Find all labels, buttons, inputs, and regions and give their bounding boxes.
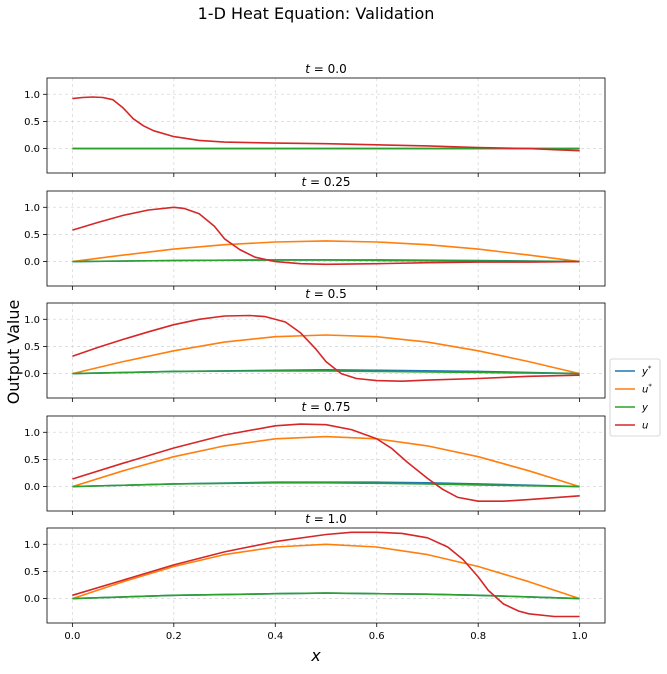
y-tick-label: 0.5 — [24, 117, 40, 128]
legend-label: u — [642, 421, 648, 432]
legend-entry: y* — [615, 365, 652, 378]
y-axis-label: Output Value — [4, 300, 23, 405]
panel-title: t = 1.0 — [305, 512, 347, 526]
series-line-u-star — [72, 543, 580, 600]
series-line-u — [72, 96, 580, 152]
y-tick-label: 0.5 — [24, 230, 40, 241]
panel-3: 0.0 0.5 1.0 t = 0.75 — [24, 400, 606, 515]
panel-title: t = 0.5 — [305, 287, 347, 301]
figure-title: 1-D Heat Equation: Validation — [198, 4, 435, 23]
series-line-u — [72, 531, 580, 618]
series-line-u — [72, 423, 580, 503]
series-line-u — [72, 314, 580, 383]
panel-2: 0.0 0.5 1.0 t = 0.5 — [24, 287, 606, 402]
series-line-y — [72, 259, 580, 263]
series-line-y — [72, 481, 580, 488]
legend-entry: u — [615, 421, 648, 432]
legend-label: y* — [641, 365, 652, 378]
x-axis-label: x — [310, 646, 321, 665]
panel-0: 0.0 0.5 1.0 t = 0.0 — [24, 62, 606, 177]
panel-title: t = 0.25 — [301, 175, 350, 189]
panel-4: 0.0 0.5 1.0 0.0 0.2 0.4 0.6 0.8 1.0 t = 1.0 — [24, 512, 606, 642]
y-tick-label: 0.5 — [24, 567, 40, 578]
legend-entry: y — [615, 403, 649, 414]
y-tick-label: 0.0 — [24, 257, 40, 268]
series-line-u-star — [72, 334, 580, 375]
x-tick-label: 0.6 — [369, 631, 385, 642]
series-line-u-star — [72, 240, 580, 263]
series-line-y — [72, 592, 580, 600]
panel-frame — [46, 190, 606, 287]
series-line-u — [72, 206, 580, 266]
panels: 0.0 0.5 1.0 t = 0.0 0.0 0.5 1.0 t = 0.25 0.0 0.5 1… — [24, 62, 606, 642]
x-tick-label: 0.0 — [64, 631, 80, 642]
y-tick-label: 0.5 — [24, 342, 40, 353]
series-line-y — [72, 370, 580, 375]
legend-label: y — [641, 403, 649, 414]
x-tick-label: 0.2 — [166, 631, 182, 642]
legend-box — [609, 358, 661, 437]
x-tick-label: 1.0 — [572, 631, 588, 642]
x-tick-label: 0.4 — [267, 631, 283, 642]
y-tick-label: 0.0 — [24, 594, 40, 605]
panel-frame — [46, 527, 606, 624]
panel-1: 0.0 0.5 1.0 t = 0.25 — [24, 175, 606, 290]
legend-label: u* — [642, 383, 652, 396]
y-tick-label: 1.0 — [24, 203, 40, 214]
panel-frame — [46, 415, 606, 512]
y-tick-label: 1.0 — [24, 540, 40, 551]
y-tick-label: 1.0 — [24, 315, 40, 326]
panel-frame — [46, 302, 606, 399]
x-tick-label: 0.8 — [470, 631, 486, 642]
panel-title: t = 0.75 — [301, 400, 350, 414]
y-tick-label: 1.0 — [24, 428, 40, 439]
y-tick-label: 0.0 — [24, 144, 40, 155]
y-tick-label: 1.0 — [24, 90, 40, 101]
panel-title: t = 0.0 — [305, 62, 347, 76]
y-tick-label: 0.0 — [24, 482, 40, 493]
panel-frame — [46, 77, 606, 174]
legend: y* u* yu — [609, 358, 661, 437]
y-tick-label: 0.5 — [24, 455, 40, 466]
legend-entry: u* — [615, 383, 652, 396]
series-line-u-star — [72, 435, 580, 488]
y-tick-label: 0.0 — [24, 369, 40, 380]
